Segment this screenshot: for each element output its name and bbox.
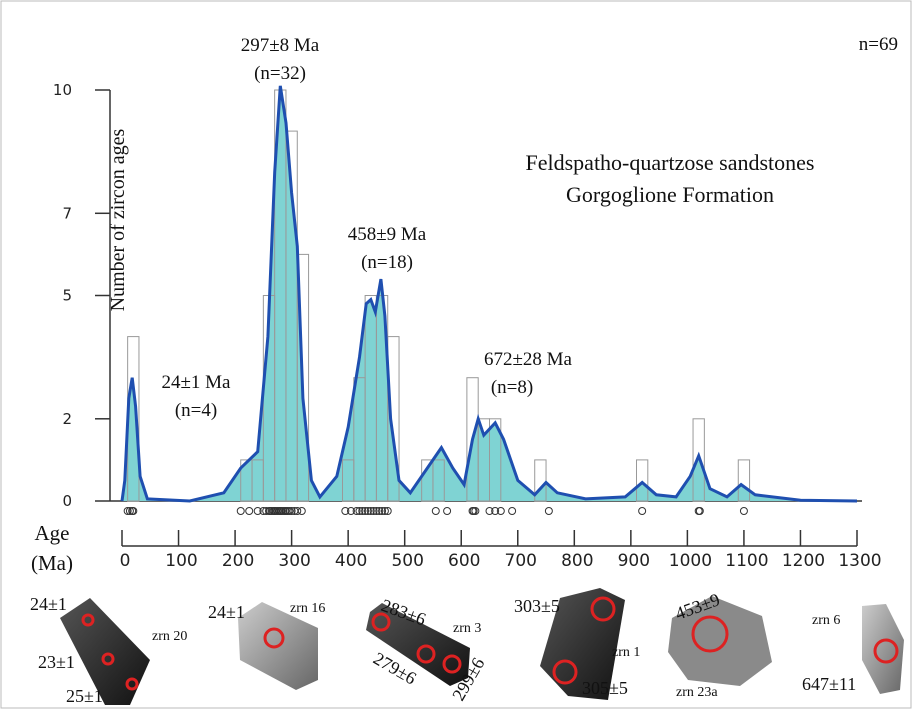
x-tick-label: 1100 [725,551,768,571]
x-tick-label: 1300 [838,551,881,571]
bar [432,459,445,502]
age-point [236,507,245,515]
age-point [346,507,355,515]
peak-label: 458±9 Ma [348,224,427,245]
spot-age: 305±5 [582,678,628,698]
spot-age: 647±11 [802,674,856,694]
grain-label: zrn 3 [453,621,481,636]
age-point [366,507,375,515]
age-point [129,507,138,515]
y-tick-label: 0 [62,492,72,510]
peak-label: (n=8) [491,377,533,398]
zircon-image: 24±1 23±1 25±1 zrn 20 [30,594,187,706]
age-point [508,507,517,515]
age-point [125,507,134,515]
peak-label: 672±28 Ma [484,349,573,370]
grain-label: zrn 1 [612,645,640,660]
age-point [287,507,296,515]
age-point [739,507,748,515]
age-point [341,507,350,515]
age-point [363,507,372,515]
age-point [443,507,452,515]
age-point [695,507,704,515]
y-tick-label: 2 [62,410,72,428]
age-point [496,507,505,515]
age-point [485,507,494,515]
zircon-image: 453±9 zrn 23a [668,589,772,700]
bar [534,459,547,502]
x-tick-label: 200 [222,551,254,571]
spot-age: 303±5 [514,596,560,616]
bar [296,253,310,502]
age-point [253,507,262,515]
peak-label: 297±8 Ma [241,35,320,56]
x-tick-label: 600 [448,551,480,571]
bar [737,459,751,502]
n-total: n=69 [859,34,898,55]
zircon-image: 303±5 305±5 zrn 1 [514,588,640,700]
x-label: (Ma) [31,551,73,575]
x-label: Age [35,521,70,545]
bar [489,418,502,502]
bar [636,459,649,502]
age-point [369,507,378,515]
x-tick-label: 1200 [782,551,825,571]
age-point [285,507,294,515]
age-point [123,507,132,515]
age-point [297,507,306,515]
title: Feldspatho-quartzose sandstones [526,150,815,175]
age-point [380,507,389,515]
spot-age: 24±1 [208,602,245,622]
grain-label: zrn 20 [152,629,187,644]
y-tick-label: 5 [62,287,72,305]
age-point [372,507,381,515]
spot-age: 24±1 [30,594,67,614]
grain-label: zrn 16 [290,601,325,616]
kde-line [120,85,858,503]
x-tick-label: 1000 [669,551,712,571]
zircon-image: 283±6 279±6 299±6 zrn 3 [366,595,488,704]
bar [692,418,705,502]
age-point [638,507,647,515]
x-tick-label: 900 [618,551,650,571]
peak-label: (n=4) [175,400,217,421]
age-point [383,507,392,515]
zircon-image: 24±1 zrn 16 [208,601,325,690]
age-point [352,507,361,515]
age-point [358,507,367,515]
x-tick-label: 400 [335,551,367,571]
x-tick-label: 100 [165,551,197,571]
peak-label: (n=18) [361,252,413,273]
spot-age: 23±1 [38,652,75,672]
age-point [471,507,480,515]
age-point [361,507,370,515]
title: Gorgoglione Formation [566,182,774,207]
grain-label: zrn 23a [676,685,718,700]
x-tick-label: 300 [278,551,310,571]
x-tick-label: 800 [561,551,593,571]
age-point [431,507,440,515]
age-point [355,507,364,515]
grain-label: zrn 6 [812,613,840,628]
y-label: Number of zircon ages [107,128,129,311]
zircon-image: 647±11 zrn 6 [802,604,904,694]
x-tick-label: 0 [120,551,131,571]
age-point [378,507,387,515]
y-tick-label: 7 [62,204,72,222]
peak-label: 24±1 Ma [161,372,231,393]
age-point [245,507,254,515]
x-tick-label: 500 [391,551,423,571]
age-point [491,507,500,515]
x-tick-label: 700 [505,551,537,571]
age-point [293,507,302,515]
bar [387,336,400,502]
age-point [544,507,553,515]
peak-label: (n=32) [254,63,306,84]
age-point [375,507,384,515]
spot-age: 25±1 [66,686,103,706]
y-tick-label: 10 [53,81,72,99]
